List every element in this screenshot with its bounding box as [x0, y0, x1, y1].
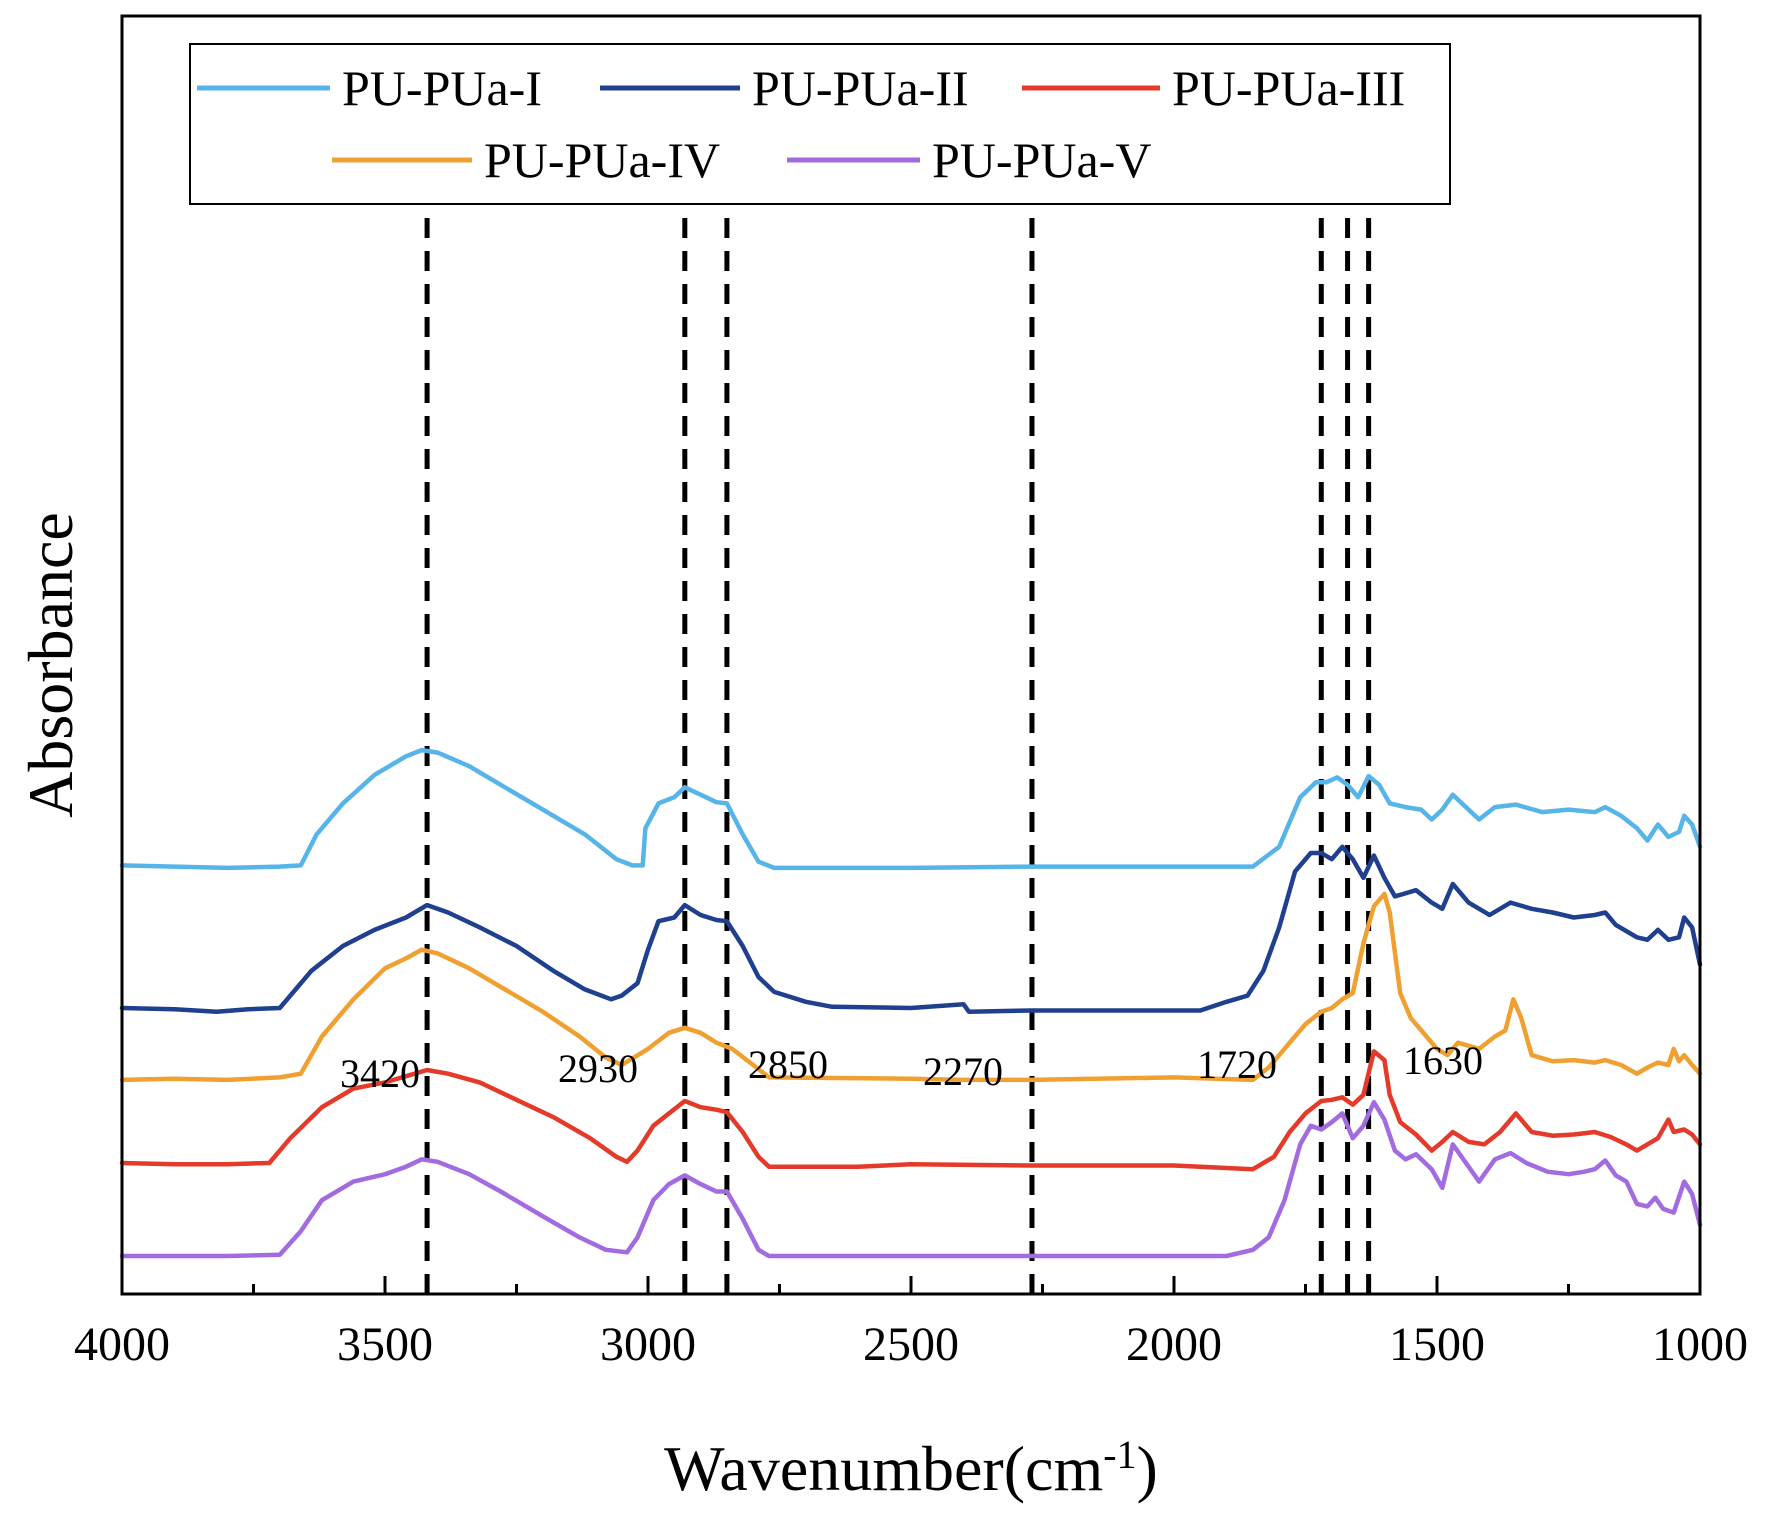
legend: PU-PUa-I PU-PUa-II PU-PUa-III PU-PUa-IV PU-P… [189, 43, 1451, 205]
legend-label-PU-PUa-I: PU-PUa-I [342, 60, 542, 116]
legend-label-PU-PUa-V: PU-PUa-V [932, 132, 1151, 188]
peak-label-1630: 1630 [1403, 1038, 1483, 1083]
x-axis: 4000 3500 3000 2500 2000 1500 1000 [74, 1276, 1748, 1371]
x-tick-label-4000: 4000 [74, 1318, 170, 1371]
peak-label-1720: 1720 [1197, 1042, 1277, 1087]
legend-box [189, 43, 1451, 205]
x-axis-title: Wavenumber(cm-1) [664, 1432, 1158, 1505]
series-line-PU-PUa-IV [119, 891, 1703, 1083]
x-tick-label-2000: 2000 [1126, 1318, 1222, 1371]
x-axis-title-close: ) [1137, 1433, 1158, 1504]
peak-label-2270: 2270 [923, 1049, 1003, 1094]
peak-label-2850: 2850 [748, 1042, 828, 1087]
series-line-PU-PUa-V [119, 1099, 1703, 1259]
peak-label-2930: 2930 [558, 1046, 638, 1091]
series-line-PU-PUa-I [119, 747, 1703, 871]
reference-lines [424, 218, 1372, 1294]
x-tick-label-3000: 3000 [600, 1318, 696, 1371]
legend-label-PU-PUa-IV: PU-PUa-IV [484, 132, 720, 188]
peak-annotations: 3420 2930 2850 2270 1720 1630 [340, 1038, 1483, 1096]
x-tick-label-3500: 3500 [337, 1318, 433, 1371]
series-line-PU-PUa-III [119, 1049, 1703, 1172]
x-axis-title-superscript: -1 [1103, 1432, 1136, 1477]
x-tick-label-1500: 1500 [1389, 1318, 1485, 1371]
series-line-PU-PUa-II [119, 844, 1703, 1014]
series-layer [119, 747, 1703, 1259]
legend-label-PU-PUa-III: PU-PUa-III [1172, 60, 1405, 116]
y-axis-title: Absorbance [15, 512, 86, 818]
x-tick-label-1000: 1000 [1652, 1318, 1748, 1371]
peak-label-3420: 3420 [340, 1051, 420, 1096]
legend-label-PU-PUa-II: PU-PUa-II [752, 60, 969, 116]
x-tick-label-2500: 2500 [863, 1318, 959, 1371]
x-axis-title-text: Wavenumber(cm [664, 1433, 1103, 1504]
